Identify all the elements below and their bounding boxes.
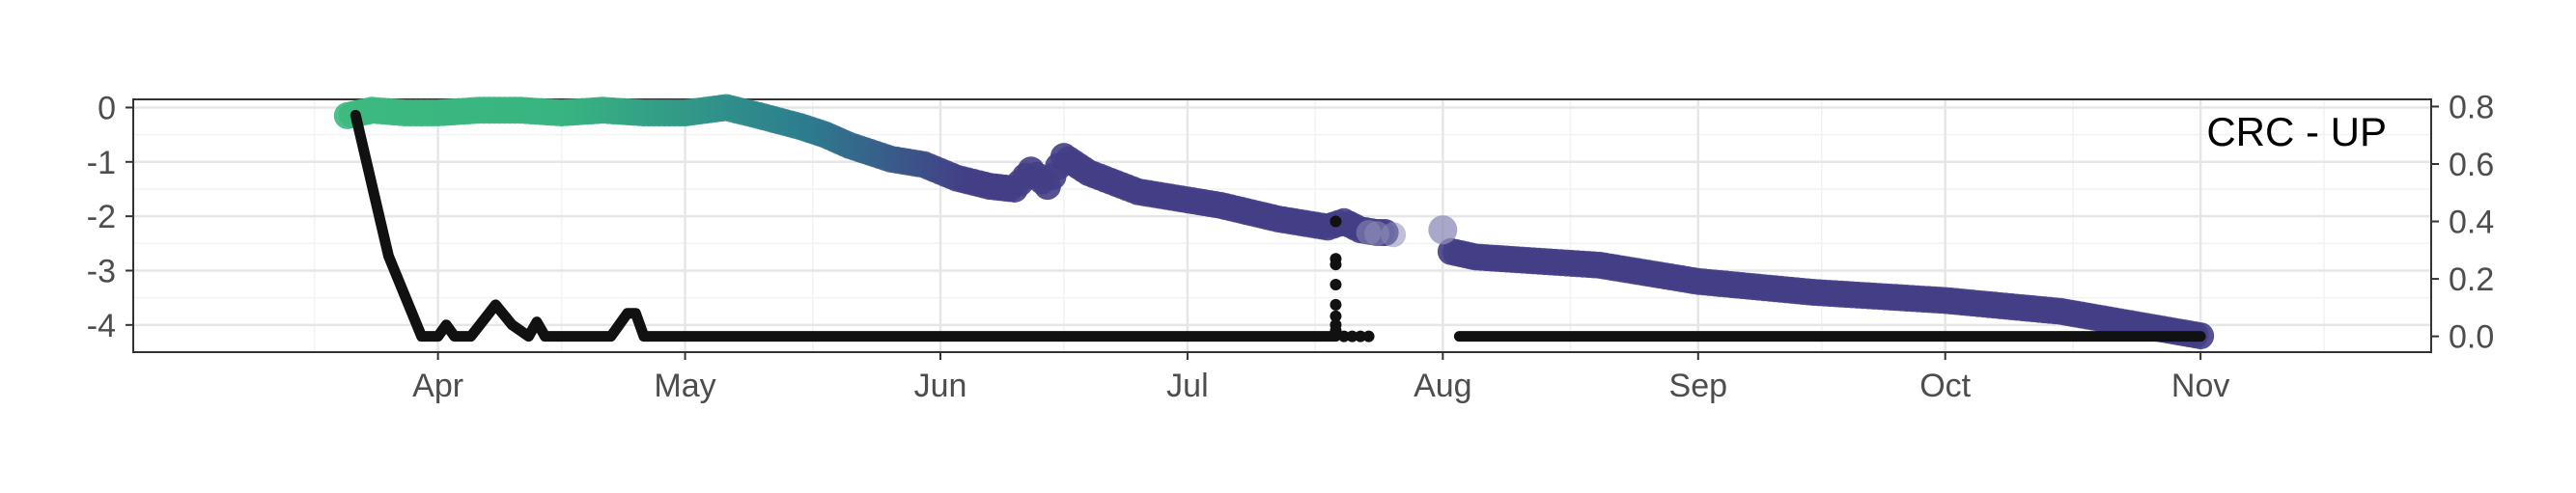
x-tick-label: Oct — [1919, 368, 1971, 404]
y-right-tick-label: 0.6 — [2449, 147, 2494, 183]
proportion-line — [350, 109, 1341, 342]
faded-point — [1428, 215, 1458, 245]
y-left-tick-label: -3 — [87, 253, 116, 289]
proportion-dot — [1337, 330, 1350, 342]
x-tick-label: Aug — [1414, 368, 1472, 404]
y-left-tick-label: 0 — [98, 90, 116, 126]
panel-border — [132, 98, 2432, 353]
proportion-dot — [1355, 330, 1367, 342]
x-tick-label: Jun — [914, 368, 967, 404]
y-left-tick-label: -1 — [87, 145, 116, 181]
proportion-dot — [1330, 298, 1342, 311]
proportion-dot — [1362, 330, 1375, 342]
proportion-dot — [1330, 215, 1342, 228]
x-tick-label: Apr — [412, 368, 463, 404]
proportion-dot — [1330, 279, 1342, 291]
y-right-tick-label: 0.4 — [2449, 205, 2494, 241]
y-right-tick-label: 0.8 — [2449, 89, 2494, 125]
faded-point — [1381, 222, 1407, 248]
y-right-tick-label: 0.2 — [2449, 261, 2494, 298]
proportion-dot — [1346, 330, 1358, 342]
proportion-dot — [1330, 310, 1342, 322]
y-left-tick-label: -2 — [87, 199, 116, 235]
x-tick-label: Nov — [2171, 368, 2229, 404]
proportion-dot — [1330, 259, 1342, 271]
x-tick-label: May — [654, 368, 715, 404]
panel-label: CRC - UP — [2206, 109, 2387, 154]
series-layer — [333, 94, 2215, 350]
x-tick-label: Jul — [1166, 368, 1208, 404]
proportion-dot — [1330, 324, 1342, 337]
axis-layer: Apr May Jun Jul Aug Sep Oct Nov 0 -1 -2 -3 -4 0.8 0.6 0… — [87, 89, 2495, 404]
y-right-tick-label: 0.0 — [2449, 319, 2494, 356]
x-tick-label: Sep — [1669, 368, 1728, 404]
y-left-tick-label: -4 — [87, 308, 116, 344]
